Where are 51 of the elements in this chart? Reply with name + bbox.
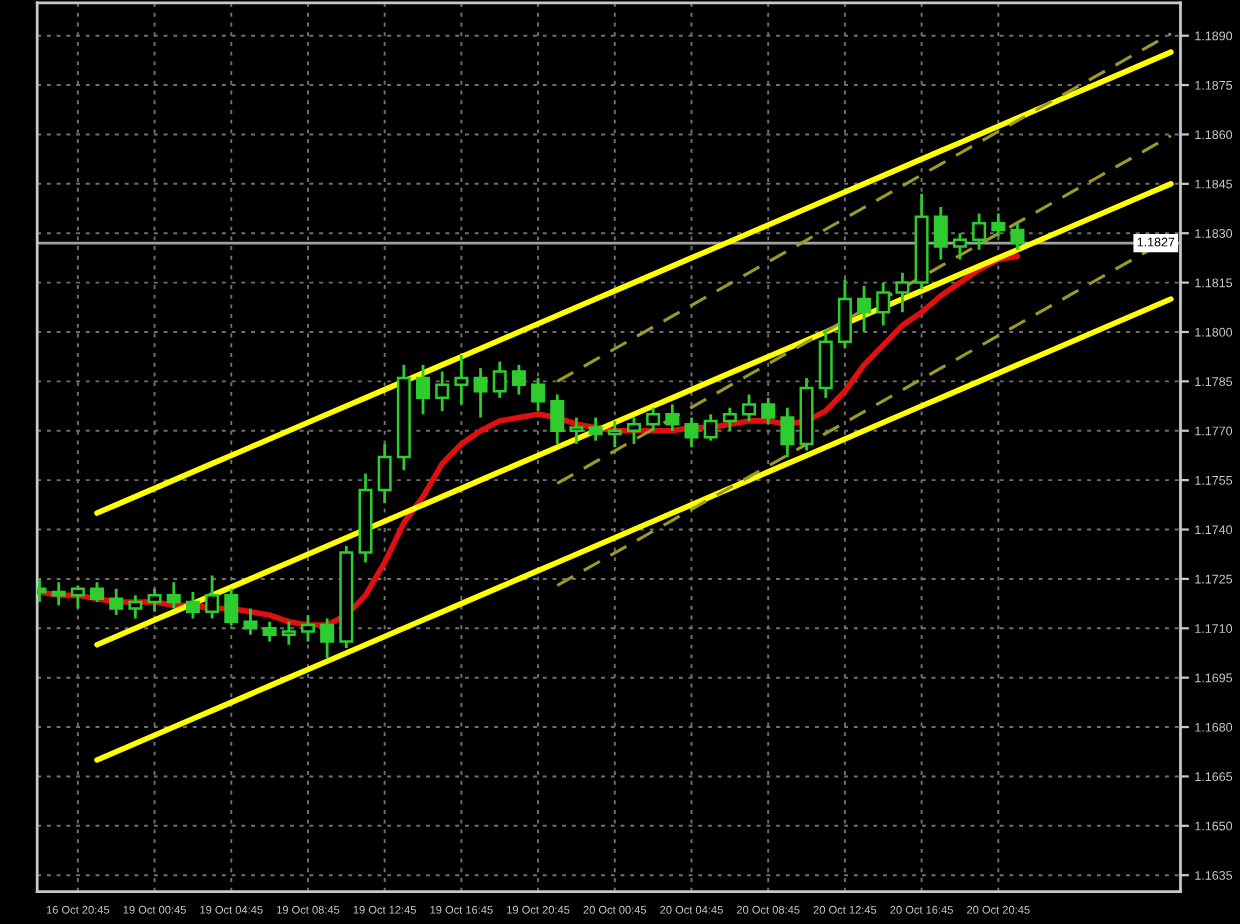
line-series (94, 49, 1174, 516)
candlestick (722, 406, 737, 433)
candlestick (377, 442, 392, 505)
candlestick (991, 212, 1006, 238)
candlestick (952, 231, 967, 261)
candlestick (607, 419, 622, 449)
candlestick (128, 593, 143, 620)
candlestick (703, 412, 718, 443)
candlestick (51, 580, 66, 607)
candlestick (780, 406, 795, 459)
candlestick (243, 607, 258, 637)
candlestick (837, 277, 852, 350)
candlestick (454, 353, 469, 406)
candlestick (109, 587, 124, 617)
candlestick (684, 416, 699, 449)
candlestick (569, 416, 584, 446)
candlestick (876, 281, 891, 327)
candlestick (166, 580, 181, 610)
candlestick (147, 587, 162, 614)
candlestick (320, 617, 335, 660)
candlestick (435, 370, 450, 413)
candlestick (626, 416, 641, 446)
candlestick (281, 620, 296, 647)
candlestick (300, 613, 315, 643)
candlestick (646, 406, 661, 433)
candlestick (895, 271, 910, 314)
line-series (555, 32, 1173, 383)
candlestick (262, 620, 277, 643)
candlestick (511, 363, 526, 396)
candlestick (224, 587, 239, 627)
candlestick (473, 366, 488, 419)
candlestick (972, 212, 987, 252)
candlestick (185, 590, 200, 620)
candlestick (857, 284, 872, 334)
candlestick (933, 205, 948, 261)
candlestick (588, 416, 603, 443)
candlestick (492, 360, 507, 400)
candlestick (742, 393, 757, 423)
line-series (555, 134, 1173, 485)
candlestick (1010, 221, 1025, 252)
candlestick (818, 330, 833, 400)
candlestick (550, 393, 565, 446)
candlestick (416, 363, 431, 416)
candlestick (205, 574, 220, 620)
candlestick (665, 403, 680, 433)
candlestick (531, 376, 546, 413)
candlestick (761, 396, 776, 426)
candlestick (70, 584, 85, 610)
line-series (94, 296, 1174, 763)
candlestick (90, 580, 105, 604)
line-series (94, 181, 1174, 648)
